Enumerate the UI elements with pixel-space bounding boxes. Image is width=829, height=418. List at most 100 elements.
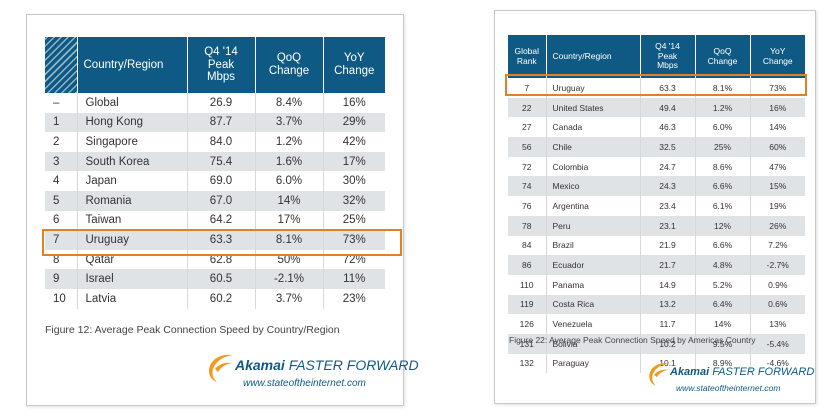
peak-speed-table-global: Country/Region Q4 '14 Peak Mbps QoQ Change … [45,37,385,309]
table-row: 74 Mexico 24.3 6.6% 15% [508,176,805,197]
rank-cell: 1 [45,112,78,133]
yoy-cell: -5.4% [750,333,805,354]
rank-cell: – [45,93,78,113]
table-row: 7 Uruguay 63.3 8.1% 73% [508,78,805,98]
rank-cell: 132 [508,353,547,374]
qoq-cell: 8.6% [695,156,751,177]
qoq-cell: 1.2% [695,97,751,118]
qoq-cell: 6.4% [695,294,751,315]
country-cell: Global [77,93,188,113]
rank-cell: 56 [508,137,547,157]
header-country: Country/Region [546,35,641,78]
qoq-cell: 6.1% [695,196,751,216]
header-rank [45,37,78,93]
header-global-rank: Global Rank [508,35,547,78]
table-row: 9 Israel 60.5 -2.1% 11% [45,269,385,289]
rank-cell: 10 [45,288,78,309]
peak-cell: 60.5 [187,269,256,289]
qoq-cell: 14% [255,190,324,211]
table-row: 1 Hong Kong 87.7 3.7% 29% [45,112,385,133]
peak-cell: 69.0 [187,171,256,191]
peak-cell: 23.4 [640,196,696,216]
peak-cell: 84.0 [187,132,256,152]
yoy-cell: 0.6% [750,294,805,315]
country-cell: Chile [546,137,641,157]
country-cell: Israel [77,269,188,289]
rank-cell: 78 [508,215,547,236]
peak-cell: 21.9 [640,235,696,256]
table-row: 119 Costa Rica 13.2 6.4% 0.6% [508,294,805,315]
yoy-cell: 32% [323,190,385,211]
yoy-cell: 17% [323,151,385,172]
country-cell: Panama [546,274,641,295]
table-row: 3 South Korea 75.4 1.6% 17% [45,151,385,172]
table-row: 6 Taiwan 64.2 17% 25% [45,210,385,231]
country-cell: South Korea [77,151,188,172]
country-cell: Qatar [77,249,188,270]
brand-name: Akamai [670,366,710,378]
table-row: 5 Romania 67.0 14% 32% [45,190,385,211]
qoq-cell: 6.6% [695,176,751,197]
qoq-cell: 1.2% [255,132,324,152]
country-cell: Taiwan [77,210,188,231]
rank-cell: 126 [508,314,547,334]
brand-tagline: FASTER FORWARD [288,357,419,373]
table-row: 78 Peru 23.1 12% 26% [508,215,805,236]
table-row: 27 Canada 46.3 6.0% 14% [508,117,805,138]
country-cell: Canada [546,117,641,138]
peak-cell: 13.2 [640,294,696,315]
table-row: 76 Argentina 23.4 6.1% 19% [508,196,805,216]
rank-cell: 131 [508,333,547,354]
rank-cell: 76 [508,196,547,216]
yoy-cell: 19% [750,196,805,216]
yoy-cell: 14% [750,117,805,138]
rank-cell: 6 [45,210,78,231]
yoy-cell: 23% [323,288,385,309]
yoy-cell: 0.9% [750,274,805,295]
peak-cell: 60.2 [187,288,256,309]
table-row: 7 Uruguay 63.3 8.1% 73% [45,230,385,250]
peak-cell: 32.5 [640,137,696,157]
peak-cell: 24.7 [640,156,696,177]
country-cell: Argentina [546,196,641,216]
brand-tagline: FASTER FORWARD [712,366,815,378]
table-header-row: Country/Region Q4 '14 Peak Mbps QoQ Change … [45,37,385,93]
rank-cell: 5 [45,190,78,211]
qoq-cell: 6.0% [255,171,324,191]
country-cell: Colombia [546,156,641,177]
akamai-logo: Akamai FASTER FORWARD www.stateoftheinte… [205,351,419,397]
qoq-cell: 5.2% [695,274,751,295]
qoq-cell: 6.6% [695,235,751,256]
table-row: 22 United States 49.4 1.2% 16% [508,97,805,118]
table-header-row: Global Rank Country/Region Q4 '14 Peak Mbps… [508,35,805,78]
country-cell: Japan [77,171,188,191]
qoq-cell: 4.8% [695,255,751,275]
country-cell: Paraguay [546,353,641,374]
brand-url: www.stateoftheinternet.com [243,378,366,389]
country-cell: Hong Kong [77,112,188,133]
country-cell: Latvia [77,288,188,309]
rank-cell: 9 [45,269,78,289]
qoq-cell: 25% [695,137,751,157]
right-figure-panel: Global Rank Country/Region Q4 '14 Peak Mbps… [494,10,816,404]
yoy-cell: 11% [323,269,385,289]
qoq-cell: 9.5% [695,333,751,354]
table-row: 110 Panama 14.9 5.2% 0.9% [508,274,805,295]
qoq-cell: 50% [255,249,324,270]
peak-cell: 10.2 [640,333,696,354]
peak-cell: 64.2 [187,210,256,231]
peak-cell: 26.9 [187,93,256,113]
table-row: 56 Chile 32.5 25% 60% [508,137,805,157]
yoy-cell: 30% [323,171,385,191]
header-yoy: YoY Change [750,35,805,78]
left-figure-panel: Country/Region Q4 '14 Peak Mbps QoQ Change … [26,14,419,406]
header-peak: Q4 '14 Peak Mbps [640,35,696,78]
table-row: 10 Latvia 60.2 3.7% 23% [45,288,385,309]
rank-cell: 7 [45,230,78,250]
table-row: 84 Brazil 21.9 6.6% 7.2% [508,235,805,256]
header-peak: Q4 '14 Peak Mbps [187,37,256,93]
rank-cell: 7 [508,78,547,98]
peak-cell: 46.3 [640,117,696,138]
qoq-cell: 3.7% [255,112,324,133]
yoy-cell: 72% [323,249,385,270]
